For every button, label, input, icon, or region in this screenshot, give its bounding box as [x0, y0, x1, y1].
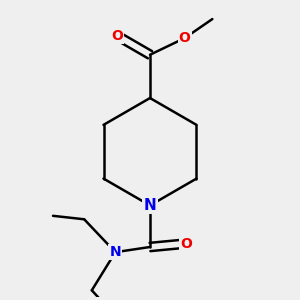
Text: O: O	[111, 29, 123, 43]
Text: N: N	[144, 198, 156, 213]
Text: N: N	[110, 245, 121, 259]
Text: O: O	[180, 236, 192, 250]
Text: O: O	[179, 31, 190, 45]
